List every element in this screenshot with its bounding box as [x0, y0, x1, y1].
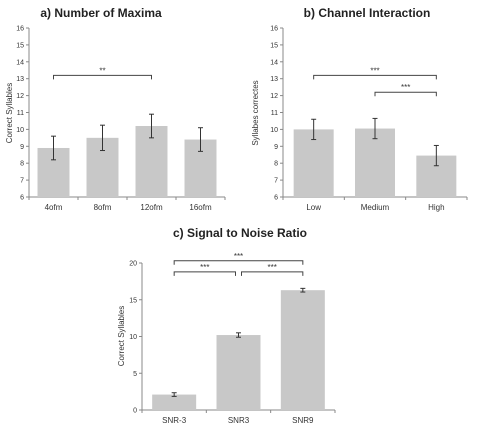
panel-c-title: c) Signal to Noise Ratio	[173, 226, 307, 240]
panel-c-y-tick-label: 5	[133, 371, 137, 378]
panel-a-y-tick-label: 7	[20, 178, 24, 185]
panel-number-of-maxima: a) Number of Maxima Correct Syllables 6 7…	[5, 6, 226, 212]
panel-b-category-label: High	[428, 203, 444, 212]
panel-b-category-label: Low	[306, 203, 321, 212]
panel-c-category-label: SNR-3	[162, 416, 187, 425]
panel-a-significance-label: **	[99, 66, 105, 75]
panel-a-y-tick-label: 14	[16, 59, 24, 66]
panel-a-y-tick-label: 6	[20, 195, 24, 202]
panel-c-bar	[216, 335, 261, 410]
panel-b-y-tick-label: 16	[270, 26, 278, 33]
panel-c-significance-label: ***	[200, 263, 209, 272]
panel-b-significance-bracket	[374, 91, 437, 97]
panel-b-y-tick-label: 14	[270, 59, 278, 66]
panel-a-y-tick-label: 9	[20, 144, 24, 151]
panel-b-y-tick-label: 15	[270, 42, 278, 49]
panel-b-significance-label: ***	[370, 66, 379, 75]
panel-b-y-tick-label: 9	[274, 144, 278, 151]
panel-a-y-tick-label: 11	[17, 110, 24, 117]
panel-c-significance-bracket	[173, 271, 236, 276]
panel-b-y-tick-label: 8	[274, 161, 278, 168]
panel-c-significance-label: ***	[234, 252, 243, 261]
panel-a-y-tick-label: 16	[16, 26, 24, 33]
panel-a-y-tick-label: 12	[16, 93, 24, 100]
panel-b-bar	[355, 128, 395, 197]
panel-c-category-label: SNR9	[292, 416, 314, 425]
panel-c-y-tick-label: 10	[129, 334, 137, 341]
panel-channel-interaction: b) Channel Interaction Syllabes correcte…	[251, 6, 468, 212]
panel-c-y-tick-label: 15	[129, 297, 137, 304]
panel-b-y-tick-label: 6	[274, 195, 278, 202]
panel-a-y-tick-label: 10	[16, 127, 24, 134]
panel-a-title: a) Number of Maxima	[40, 6, 162, 20]
panel-b-y-tick-label: 13	[270, 76, 278, 83]
panel-a-y-tick-label: 13	[16, 76, 24, 83]
panel-b-y-tick-label: 12	[270, 93, 278, 100]
panel-c-significance-label: ***	[267, 263, 276, 272]
panel-b-title: b) Channel Interaction	[304, 6, 431, 20]
panel-a-category-label: 8ofm	[94, 203, 112, 212]
panel-a-category-label: 12ofm	[140, 203, 163, 212]
panel-c-y-label: Correct Syllables	[117, 306, 126, 366]
panel-b-significance-bracket	[313, 74, 437, 80]
panel-a-y-tick-label: 15	[16, 42, 24, 49]
panel-c-bar	[152, 394, 197, 410]
panel-a-significance-bracket	[53, 74, 152, 80]
panel-b-y-tick-label: 7	[274, 178, 278, 185]
panel-c-significance-bracket	[241, 271, 304, 276]
panel-a-category-label: 16ofm	[189, 203, 212, 212]
panel-signal-to-noise-ratio: c) Signal to Noise Ratio Correct Syllabl…	[117, 226, 336, 425]
panel-b-bar	[293, 129, 334, 197]
panel-a-y-tick-label: 8	[20, 161, 24, 168]
panel-a-category-label: 4ofm	[45, 203, 63, 212]
panel-b-y-tick-label: 11	[271, 110, 278, 117]
panel-a-y-label: Correct Syllables	[5, 83, 14, 143]
panel-c-bar	[280, 290, 325, 410]
panel-c-category-label: SNR3	[228, 416, 250, 425]
panel-b-y-tick-label: 10	[270, 127, 278, 134]
panel-b-category-label: Medium	[361, 203, 390, 212]
panel-c-significance-bracket	[173, 260, 304, 265]
panel-b-significance-label: ***	[401, 83, 410, 92]
panel-c-y-tick-label: 20	[129, 261, 137, 268]
panel-c-y-tick-label: 0	[133, 408, 137, 415]
panel-b-y-label: Syllabes correctes	[251, 80, 260, 145]
